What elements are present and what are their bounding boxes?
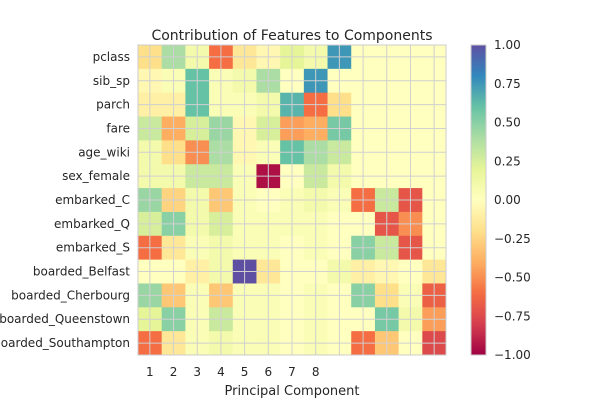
y-tick-label: parch xyxy=(96,98,130,112)
colorbar-tick-label: −0.75 xyxy=(494,309,531,323)
x-tick-label: 7 xyxy=(288,365,296,379)
y-tick-label: boarded_Belfast xyxy=(33,265,130,279)
x-tick-label: 6 xyxy=(264,365,272,379)
y-tick-label: boarded_Cherbourg xyxy=(11,288,130,302)
x-tick-label: 3 xyxy=(193,365,201,379)
chart-title: Contribution of Features to Components xyxy=(151,28,432,44)
colorbar-tick-label: 0.50 xyxy=(494,116,521,130)
x-tick-label: 5 xyxy=(241,365,249,379)
x-tick-label: 4 xyxy=(217,365,225,379)
y-tick-label: fare xyxy=(106,121,130,135)
y-tick-label: sib_sp xyxy=(93,74,130,88)
colorbar xyxy=(470,44,487,356)
colorbar-tick-label: −1.00 xyxy=(494,348,531,362)
colorbar-tick-label: 0.75 xyxy=(494,77,521,91)
y-tick-label: sex_female xyxy=(62,169,130,183)
y-tick-label: boarded_Queenstown xyxy=(0,312,130,326)
colorbar-tick-label: 1.00 xyxy=(494,38,521,52)
x-tick-label: 1 xyxy=(146,365,154,379)
heatmap-grid xyxy=(138,45,446,355)
y-tick-label: pclass xyxy=(93,50,130,64)
y-tick-label: embarked_S xyxy=(56,241,130,255)
x-tick-label: 8 xyxy=(312,365,320,379)
colorbar-tick-label: 0.25 xyxy=(494,154,521,168)
x-tick-label: 2 xyxy=(170,365,178,379)
x-axis-tick-labels: 1 2 3 4 5 6 7 8 xyxy=(146,365,319,379)
x-axis-label: Principal Component xyxy=(224,384,359,399)
colorbar-tick-labels: 1.00 0.75 0.50 0.25 0.00 −0.25 −0.50 −0.75 −1.00 xyxy=(494,38,531,362)
colorbar-tick-label: −0.25 xyxy=(494,232,531,246)
heatmap-frame xyxy=(137,44,447,356)
y-tick-label: boarded_Southampton xyxy=(0,336,130,350)
y-tick-label: age_wiki xyxy=(78,145,130,159)
colorbar-tick-label: −0.50 xyxy=(494,271,531,285)
y-tick-label: embarked_C xyxy=(55,193,130,207)
colorbar-tick-label: 0.00 xyxy=(494,193,521,207)
y-tick-label: embarked_Q xyxy=(54,217,130,231)
